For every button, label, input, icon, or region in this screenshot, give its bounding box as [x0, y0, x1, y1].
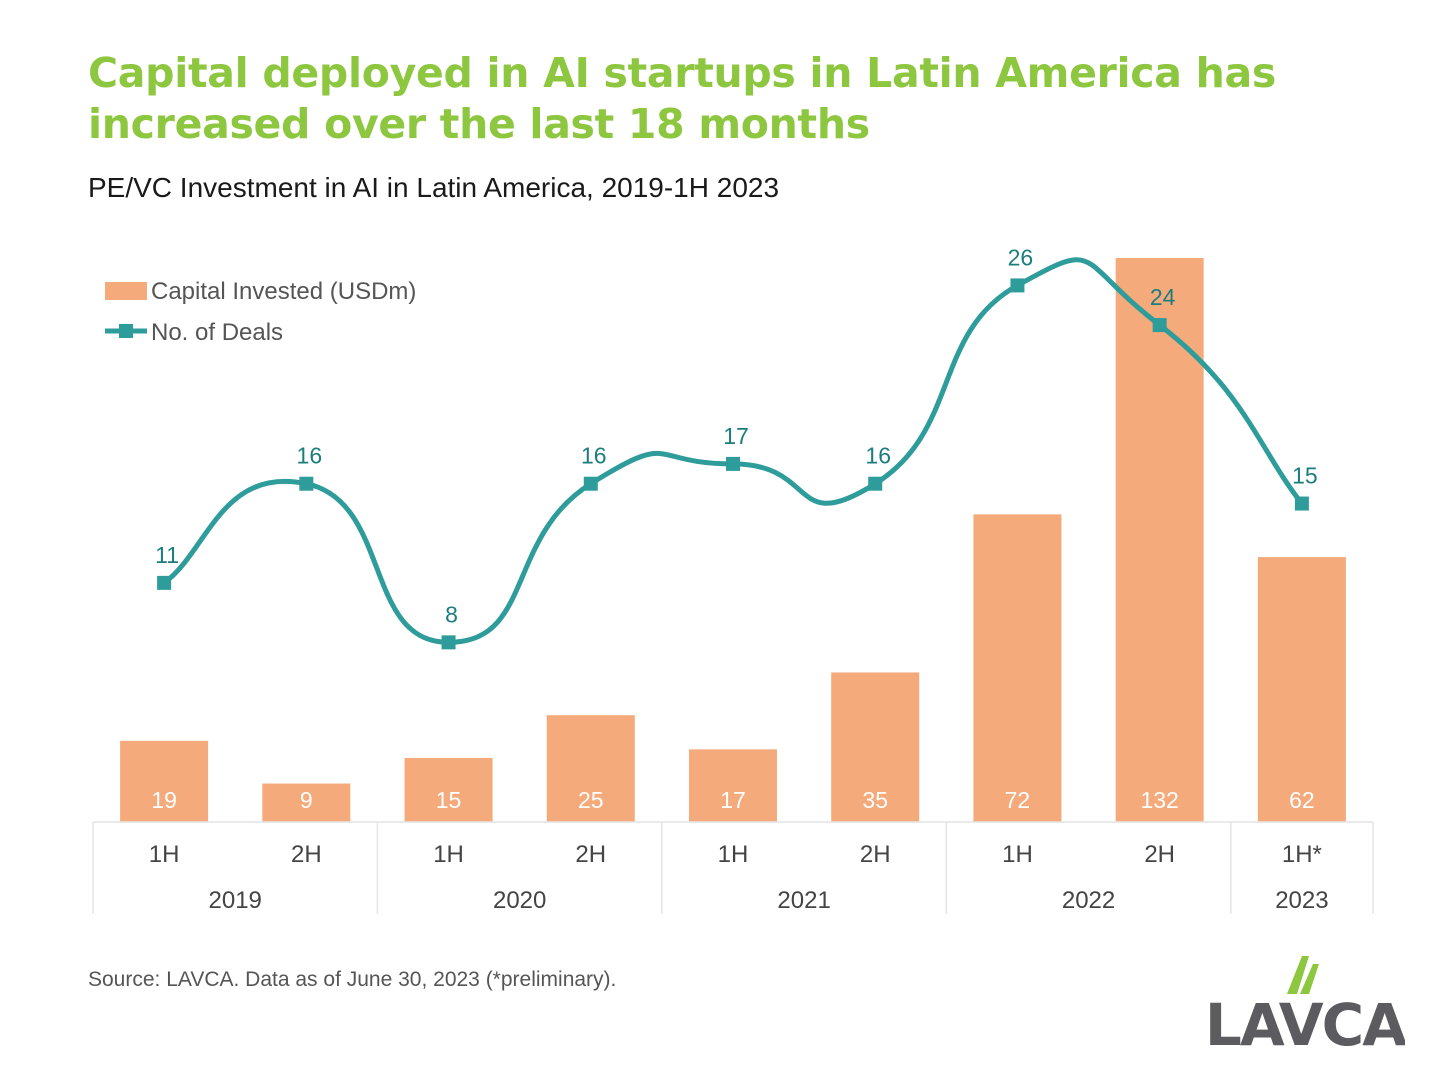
- deals-line-layer: 11 16 8 16 17 16 26 24 15: [155, 244, 1318, 650]
- capital-bar: [120, 740, 209, 822]
- capital-bar: [973, 514, 1062, 822]
- capital-bar-label: 19: [151, 787, 177, 813]
- legend-line-label: No. of Deals: [151, 319, 283, 346]
- deals-value-label: 26: [1008, 244, 1034, 270]
- deals-marker: [157, 575, 172, 590]
- lavca-logo: LAVCA: [1205, 956, 1405, 1050]
- capital-bar-label: 9: [300, 787, 313, 813]
- category-tick-label: 1H: [1002, 841, 1033, 868]
- deals-marker: [299, 476, 314, 491]
- chart-subtitle: PE/VC Investment in AI in Latin America,…: [88, 172, 780, 203]
- deals-value-label: 15: [1292, 463, 1318, 489]
- capital-bar-label: 62: [1289, 787, 1315, 813]
- deals-value-label: 8: [445, 601, 458, 627]
- capital-bar: [546, 715, 635, 822]
- capital-bar-label: 17: [720, 787, 746, 813]
- deals-marker: [1010, 278, 1025, 293]
- deals-marker: [1294, 496, 1309, 511]
- deals-value-label: 24: [1150, 284, 1176, 310]
- capital-bar-label: 15: [436, 787, 462, 813]
- capital-bar-label: 25: [578, 787, 604, 813]
- category-tick-label: 1H: [149, 841, 180, 868]
- deals-marker: [441, 635, 456, 650]
- year-group-label: 2020: [493, 887, 546, 914]
- chart-title: Capital deployed in AI startups in Latin…: [88, 49, 1276, 148]
- capital-bar: [1257, 557, 1346, 822]
- deals-value-label: 16: [581, 443, 607, 469]
- deals-marker: [868, 476, 883, 491]
- deals-marker: [1152, 318, 1167, 333]
- year-group-label: 2022: [1062, 887, 1115, 914]
- deals-marker: [583, 476, 598, 491]
- category-tick-label: 1H: [718, 841, 749, 868]
- legend: Capital Invested (USDm) No. of Deals: [105, 278, 416, 346]
- deals-marker: [726, 456, 740, 471]
- capital-bar: [404, 757, 493, 822]
- category-tick-label: 2H: [291, 841, 322, 868]
- capital-bar-label: 72: [1005, 787, 1031, 813]
- deals-value-label: 17: [723, 423, 749, 449]
- category-axis: 1H 2H 1H 2H 1H 2H 1H 2H 1H* 2019 2020 2021 2022 2023: [92, 821, 1374, 914]
- legend-bar-label: Capital Invested (USDm): [151, 278, 416, 305]
- category-tick-label: 1H: [433, 841, 464, 868]
- deals-value-label: 16: [865, 443, 891, 469]
- capital-bar: [262, 783, 351, 822]
- bars-layer: 19 9 15 25 17 35 72 132 62: [120, 258, 1346, 822]
- category-tick-label: 2H: [860, 841, 891, 868]
- logo-leaves-icon: [1287, 956, 1319, 994]
- year-group-label: 2019: [209, 887, 262, 914]
- capital-bar-label: 132: [1140, 787, 1178, 813]
- year-group-label: 2023: [1275, 887, 1328, 914]
- year-group-label: 2021: [777, 887, 830, 914]
- deals-value-label: 11: [155, 542, 179, 568]
- legend-bar-swatch: [105, 282, 147, 300]
- category-tick-label: 1H*: [1282, 841, 1322, 868]
- source-note: Source: LAVCA. Data as of June 30, 2023 …: [88, 968, 617, 991]
- capital-bar-label: 35: [862, 787, 888, 813]
- capital-bar: [1115, 258, 1204, 822]
- deals-value-label: 16: [297, 443, 323, 469]
- capital-bar: [831, 672, 920, 822]
- legend-line-marker: [119, 324, 133, 338]
- capital-bar: [689, 749, 777, 822]
- category-tick-label: 2H: [1144, 841, 1175, 868]
- logo-text: LAVCA: [1205, 991, 1405, 1050]
- category-tick-label: 2H: [575, 841, 606, 868]
